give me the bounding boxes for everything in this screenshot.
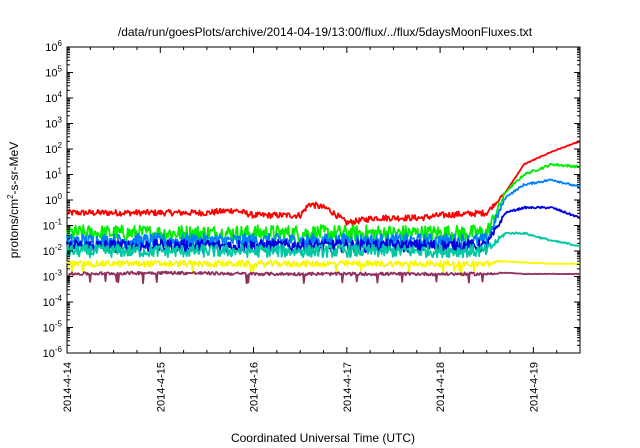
- x-tick-label: 2014-4-19: [528, 362, 540, 412]
- y-tick-label: 101: [45, 167, 62, 182]
- y-tick-base: 10: [45, 93, 57, 105]
- y-tick-exp: -6: [55, 345, 63, 354]
- y-tick-label: 10-3: [43, 269, 63, 284]
- y-tick-base: 10: [43, 323, 55, 335]
- y-tick-exp: 0: [58, 192, 63, 201]
- y-tick-label: 104: [45, 90, 62, 105]
- y-tick-label: 10-4: [43, 294, 63, 309]
- y-tick-base: 10: [43, 348, 55, 360]
- y-axis-label: protons/cm2-s-sr-MeV: [6, 142, 21, 258]
- y-tick-exp: -3: [55, 269, 63, 278]
- flux-series-line: [66, 140, 581, 226]
- y-tick-label: 105: [45, 65, 62, 80]
- y-tick-exp: -5: [55, 320, 63, 329]
- x-tick-label: 2014-4-18: [435, 362, 447, 412]
- y-tick-base: 10: [43, 246, 55, 258]
- y-tick-base: 10: [43, 272, 55, 284]
- y-tick-label: 102: [45, 141, 62, 156]
- y-tick-exp: -1: [55, 218, 63, 227]
- y-tick-base: 10: [45, 119, 57, 131]
- y-tick-exp: 1: [58, 167, 63, 176]
- y-tick-label: 100: [45, 192, 62, 207]
- x-tick-label: 2014-4-17: [342, 362, 354, 412]
- y-tick-base: 10: [45, 42, 57, 54]
- y-tick-label: 103: [45, 116, 62, 131]
- y-tick-base: 10: [43, 221, 55, 233]
- y-tick-label: 106: [45, 39, 62, 54]
- y-tick-base: 10: [43, 297, 55, 309]
- y-axis: 10-610-510-410-310-210-11001011021031041…: [43, 39, 580, 360]
- y-tick-exp: -2: [55, 243, 63, 252]
- x-tick-label: 2014-4-15: [155, 362, 167, 412]
- x-tick-label: 2014-4-14: [62, 362, 74, 412]
- chart-title: /data/run/goesPlots/archive/2014-04-19/1…: [118, 25, 533, 39]
- y-tick-exp: 2: [58, 141, 63, 150]
- y-tick-exp: -4: [55, 294, 63, 303]
- y-tick-exp: 5: [58, 65, 63, 74]
- x-axis-label: Coordinated Universal Time (UTC): [231, 431, 415, 445]
- flux-series-line: [66, 205, 581, 254]
- y-tick-base: 10: [45, 68, 57, 80]
- y-tick-label: 10-2: [43, 243, 63, 258]
- flux-series-line: [66, 259, 581, 277]
- x-tick-label: 2014-4-16: [249, 362, 261, 412]
- y-tick-base: 10: [45, 170, 57, 182]
- flux-series-line: [66, 270, 581, 285]
- flux-series-line: [66, 231, 581, 259]
- y-axis-label-sup: 2: [6, 194, 15, 199]
- y-tick-label: 10-5: [43, 320, 63, 335]
- series-layer: [66, 140, 581, 285]
- x-axis: 2014-4-14 2014-4-15 2014-4-16 2014-4-17 2014…: [62, 47, 558, 412]
- y-axis-label-prefix: protons/cm: [7, 199, 21, 258]
- y-tick-base: 10: [45, 144, 57, 156]
- y-tick-base: 10: [45, 195, 57, 207]
- y-tick-exp: 3: [58, 116, 63, 125]
- y-axis-label-suffix: -s-sr-MeV: [7, 142, 21, 195]
- y-tick-exp: 6: [58, 39, 63, 48]
- y-tick-label: 10-6: [43, 345, 63, 360]
- y-tick-exp: 4: [58, 90, 63, 99]
- y-tick-label: 10-1: [43, 218, 63, 233]
